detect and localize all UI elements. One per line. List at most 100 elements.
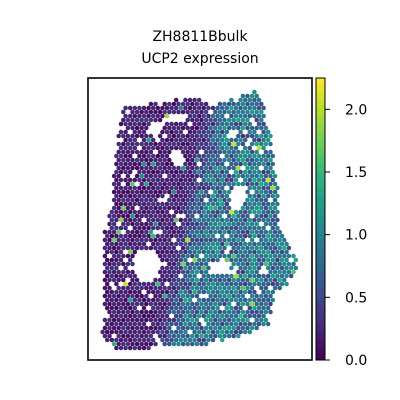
spot (268, 253, 273, 259)
spot (180, 197, 186, 203)
spot (116, 301, 121, 307)
spot (148, 173, 154, 179)
spot (130, 253, 135, 259)
spot (284, 265, 289, 271)
spot (208, 133, 213, 139)
spot (107, 333, 112, 339)
spot (242, 241, 248, 247)
spot (167, 221, 172, 227)
spot (125, 213, 131, 219)
spot (231, 309, 236, 315)
spot (169, 241, 174, 247)
spot (169, 193, 174, 199)
spot (127, 313, 133, 319)
spot (275, 265, 280, 271)
spot (206, 313, 211, 319)
spot (222, 325, 227, 331)
spot (180, 221, 186, 227)
spot (121, 205, 126, 211)
spot (242, 289, 248, 295)
spot (252, 201, 257, 207)
spot (261, 105, 266, 111)
spot (233, 121, 239, 127)
spot (187, 105, 193, 111)
spot (249, 141, 255, 147)
spot (261, 273, 266, 279)
spot (206, 137, 211, 143)
spot (178, 225, 184, 231)
spot (254, 197, 259, 203)
spot (268, 229, 273, 235)
spot (245, 205, 250, 211)
spot (150, 137, 156, 143)
spot (160, 145, 165, 151)
spot (118, 177, 124, 183)
spot (192, 217, 197, 223)
spot (210, 241, 216, 247)
spot (116, 285, 121, 291)
spot (171, 245, 177, 251)
spot (169, 137, 174, 143)
spot (187, 241, 193, 247)
spot (173, 193, 179, 199)
spot (127, 177, 133, 183)
spot (263, 285, 269, 291)
spot (261, 297, 266, 303)
spot (196, 249, 202, 255)
spot (157, 253, 163, 259)
spot (160, 193, 165, 199)
spot (284, 257, 289, 263)
spot (164, 169, 170, 175)
spot (263, 229, 269, 235)
spot (141, 345, 147, 351)
spot (150, 289, 156, 295)
spot (164, 249, 170, 255)
spot (173, 121, 179, 127)
spot (180, 101, 186, 107)
spot (125, 237, 131, 243)
spot (139, 245, 144, 251)
spot (169, 145, 174, 151)
spot (219, 137, 225, 143)
spot (247, 209, 253, 215)
spot (259, 197, 264, 203)
spot (192, 257, 197, 263)
spot (272, 173, 278, 179)
spot (199, 141, 204, 147)
spot (180, 333, 186, 339)
spot (263, 253, 269, 259)
spot (199, 229, 204, 235)
spot (116, 261, 121, 267)
spot (116, 197, 121, 203)
spot (199, 285, 204, 291)
spot (162, 245, 167, 251)
spot (167, 101, 172, 107)
spot (121, 301, 126, 307)
spot (233, 105, 239, 111)
spot (125, 325, 131, 331)
spot (180, 205, 186, 211)
spot (222, 109, 227, 115)
spot (261, 161, 266, 167)
spot (263, 317, 269, 323)
spot (116, 165, 121, 171)
spot (224, 121, 230, 127)
spot (130, 301, 135, 307)
spot (265, 201, 271, 207)
spot (187, 337, 193, 343)
spot (242, 145, 248, 151)
spot (111, 277, 117, 283)
spot (190, 325, 195, 331)
spot (247, 201, 253, 207)
spot (141, 193, 147, 199)
spot (236, 229, 241, 235)
spot (277, 245, 282, 251)
spot (261, 169, 266, 175)
spot (123, 177, 128, 183)
spot (265, 217, 271, 223)
spot (233, 225, 239, 231)
spot (194, 341, 200, 347)
spot (249, 157, 255, 163)
spot (229, 329, 234, 335)
spot (141, 129, 147, 135)
